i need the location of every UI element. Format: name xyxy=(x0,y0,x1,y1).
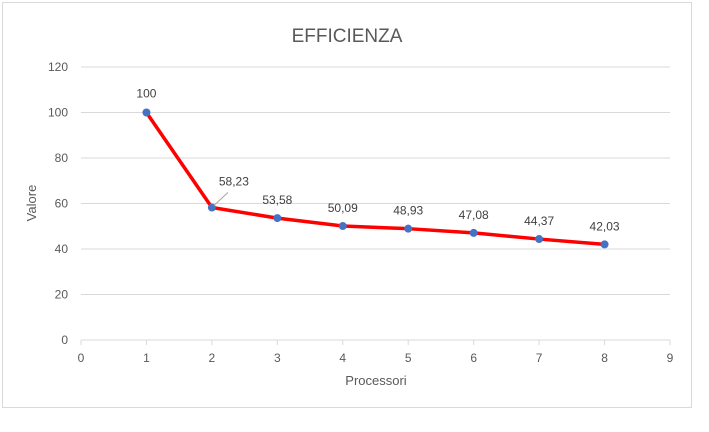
y-tick-label: 120 xyxy=(48,60,68,74)
data-point xyxy=(338,222,347,231)
data-label: 47,08 xyxy=(459,208,489,222)
y-tick-label: 20 xyxy=(55,288,69,302)
data-labels: 100 58,23 53,58 50,09 48,93 47,08 44,37 42,03 xyxy=(136,87,619,234)
chart-title: EFFICIENZA xyxy=(292,26,403,47)
x-tick-label: 6 xyxy=(470,351,477,365)
y-tick-label: 60 xyxy=(55,197,69,211)
y-tick-label: 40 xyxy=(55,242,69,256)
data-label: 44,37 xyxy=(524,214,554,228)
label-leader-line xyxy=(213,192,229,206)
y-axis-ticks: 0 20 40 60 80 100 120 xyxy=(48,60,68,347)
x-axis-label: Processori xyxy=(345,373,407,388)
series-group xyxy=(142,108,609,249)
data-point xyxy=(273,214,282,223)
x-tick-label: 4 xyxy=(339,351,346,365)
data-point xyxy=(404,224,413,233)
data-label: 53,58 xyxy=(262,193,292,207)
data-label: 48,93 xyxy=(393,204,423,218)
data-point xyxy=(535,235,544,244)
x-tick-label: 2 xyxy=(209,351,216,365)
data-point xyxy=(600,240,609,249)
y-tick-label: 80 xyxy=(55,151,69,165)
x-tick-label: 8 xyxy=(601,351,608,365)
gridlines xyxy=(80,66,671,345)
x-tick-label: 9 xyxy=(667,351,674,365)
data-label: 58,23 xyxy=(219,175,249,189)
data-label: 100 xyxy=(136,87,156,101)
x-tick-label: 7 xyxy=(536,351,543,365)
x-tick-label: 5 xyxy=(405,351,412,365)
series-line xyxy=(145,111,605,247)
data-point xyxy=(142,108,151,117)
x-tick-label: 1 xyxy=(143,351,150,365)
x-axis-ticks: 0 1 2 3 4 5 6 7 8 9 xyxy=(78,351,674,365)
y-tick-label: 0 xyxy=(61,333,68,347)
data-label: 42,03 xyxy=(590,219,620,233)
x-tick-label: 3 xyxy=(274,351,281,365)
y-axis-label: Valore xyxy=(24,185,39,222)
data-point xyxy=(469,228,478,237)
y-tick-label: 100 xyxy=(48,106,68,120)
data-label: 50,09 xyxy=(328,201,358,215)
x-tick-label: 0 xyxy=(78,351,85,365)
